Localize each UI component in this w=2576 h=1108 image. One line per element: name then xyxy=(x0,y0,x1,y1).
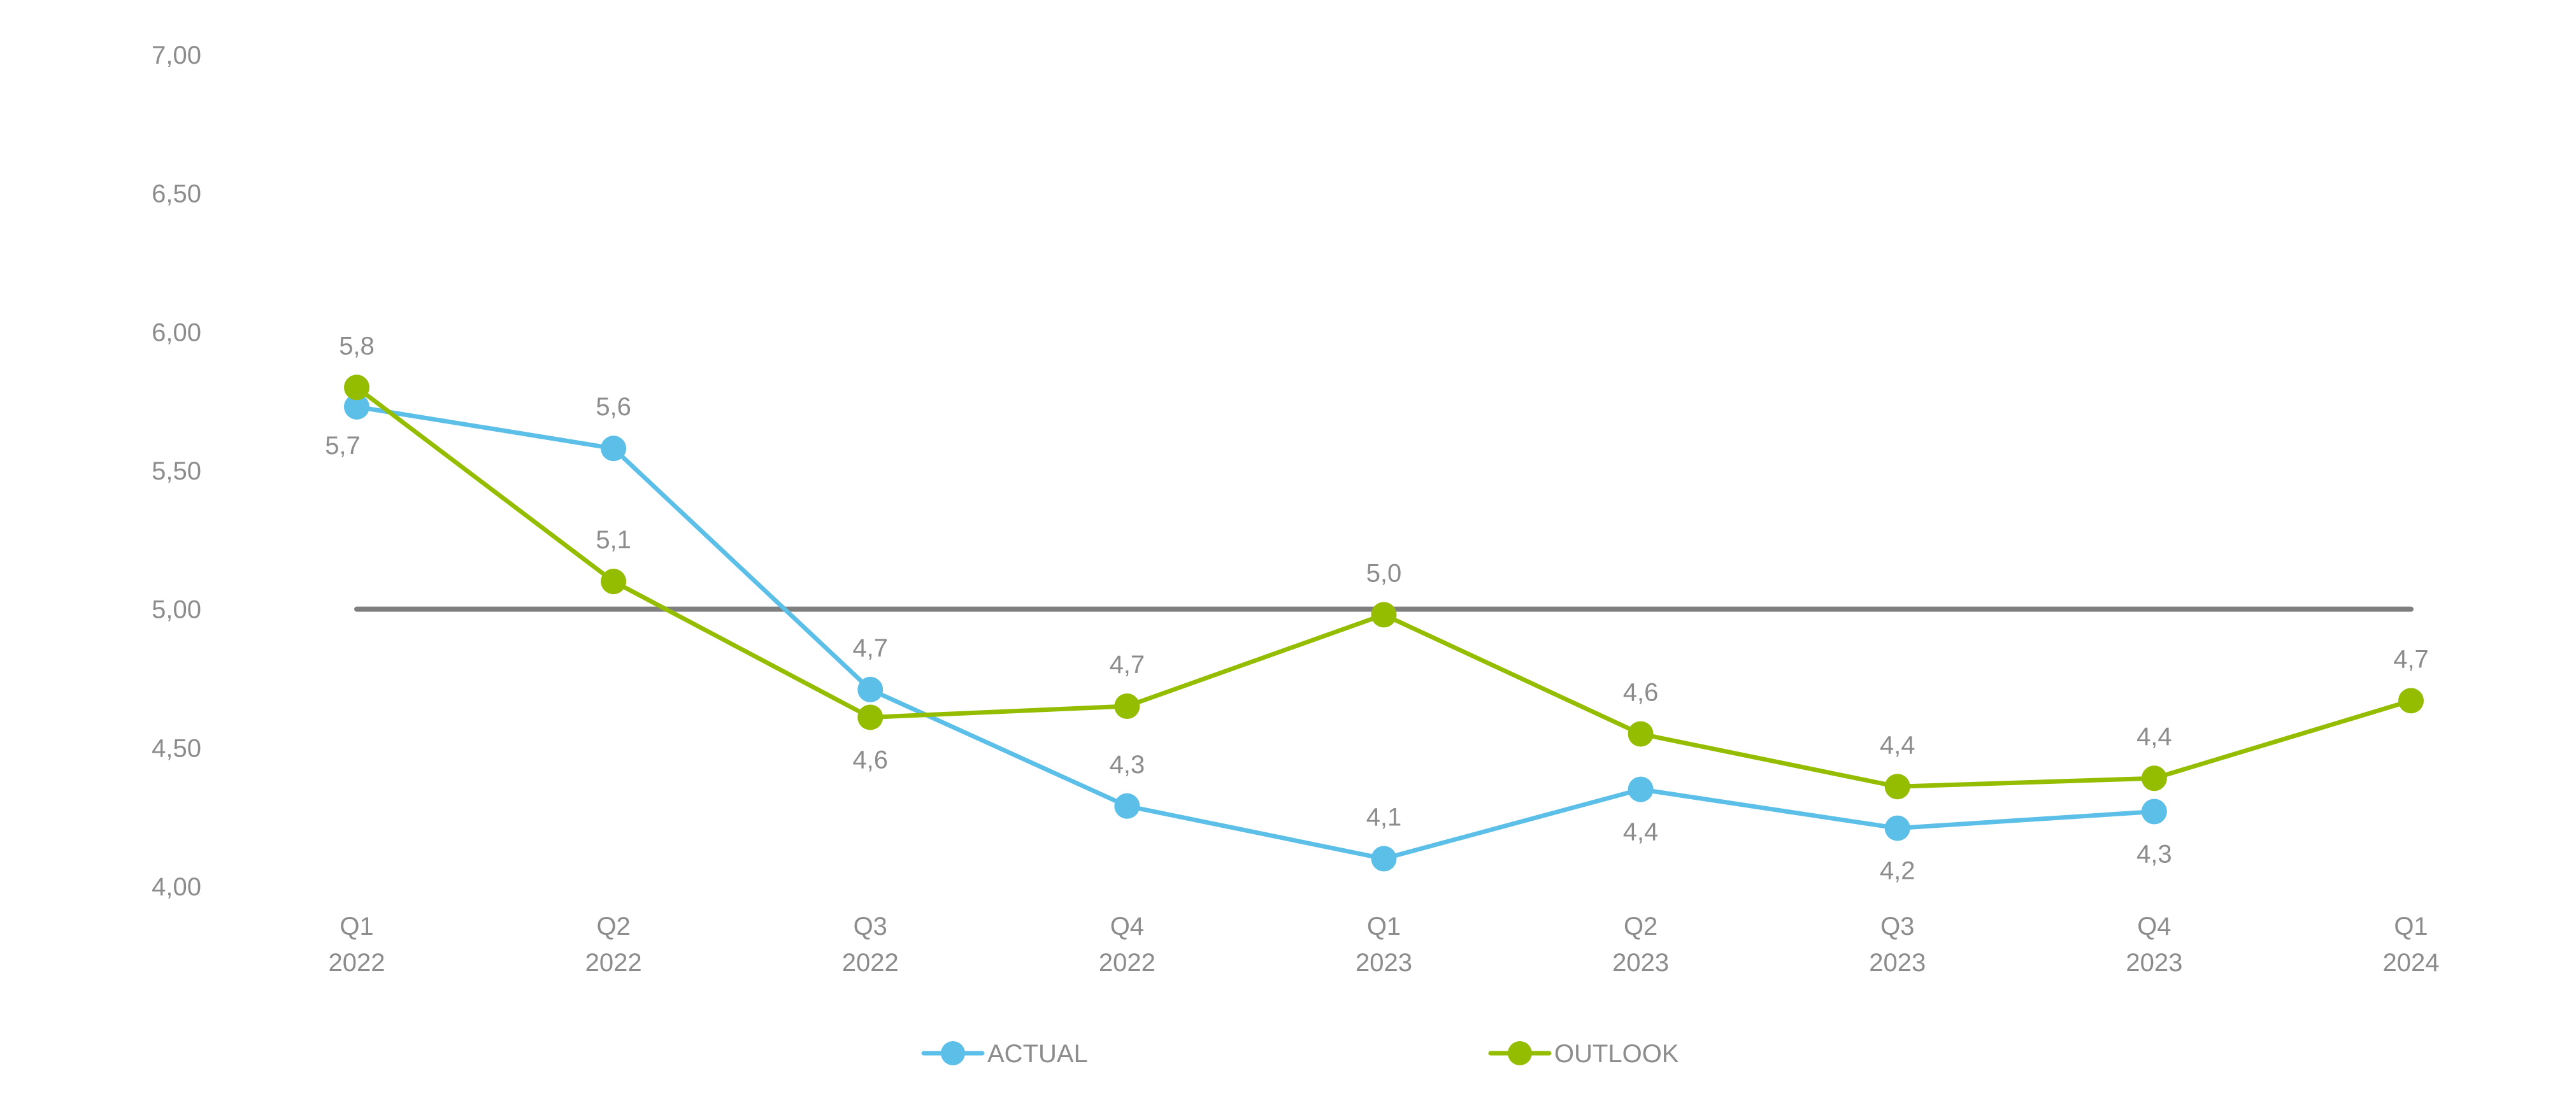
x-tick-quarter: Q2 xyxy=(1624,913,1657,941)
legend-marker-icon xyxy=(1508,1041,1532,1065)
data-point-marker[interactable] xyxy=(601,569,627,595)
x-tick-quarter: Q4 xyxy=(1110,913,1144,941)
y-tick-label: 6,00 xyxy=(152,318,201,346)
y-tick-label: 4,50 xyxy=(152,734,201,762)
legend-item-outlook[interactable]: OUTLOOK xyxy=(1488,1040,1679,1068)
data-label: 4,1 xyxy=(1366,803,1402,831)
data-label: 4,2 xyxy=(1880,857,1915,885)
y-tick-label: 6,50 xyxy=(152,180,201,208)
legend-item-actual[interactable]: ACTUAL xyxy=(921,1040,1088,1068)
data-point-marker[interactable] xyxy=(344,394,369,420)
x-tick-year: 2024 xyxy=(2383,949,2440,977)
data-label: 5,1 xyxy=(596,526,631,554)
x-tick-quarter: Q3 xyxy=(854,913,887,941)
data-label: 4,7 xyxy=(1110,651,1145,679)
x-tick-year: 2022 xyxy=(329,949,385,977)
data-label: 4,6 xyxy=(1623,679,1659,707)
y-axis: 7,00 6,50 6,00 5,50 5,00 4,50 4,00 xyxy=(152,41,201,901)
x-tick-year: 2022 xyxy=(842,949,899,977)
y-tick-label: 5,00 xyxy=(152,596,201,624)
data-label: 4,7 xyxy=(2393,645,2429,673)
y-tick-label: 5,50 xyxy=(152,457,201,485)
data-point-marker[interactable] xyxy=(1114,793,1140,819)
data-label: 5,6 xyxy=(596,393,631,421)
x-tick-quarter: Q1 xyxy=(340,913,373,941)
data-point-marker[interactable] xyxy=(1628,721,1654,747)
legend-label: ACTUAL xyxy=(987,1040,1088,1068)
data-point-marker[interactable] xyxy=(1884,774,1910,800)
data-point-marker[interactable] xyxy=(1628,776,1654,802)
data-point-marker[interactable] xyxy=(857,676,884,702)
data-label: 5,7 xyxy=(325,432,361,460)
legend-marker-icon xyxy=(941,1041,965,1065)
series-outlook xyxy=(344,374,2424,800)
data-point-marker[interactable] xyxy=(344,374,369,401)
data-point-marker[interactable] xyxy=(601,436,627,462)
data-point-marker[interactable] xyxy=(1114,693,1140,720)
series-line xyxy=(356,404,2155,861)
x-tick-quarter: Q4 xyxy=(2137,913,2171,941)
data-label: 4,4 xyxy=(2136,723,2172,751)
data-point-marker[interactable] xyxy=(1371,602,1397,628)
x-tick-year: 2023 xyxy=(2126,949,2182,977)
data-label: 5,0 xyxy=(1366,559,1402,587)
series-actual xyxy=(344,394,2167,872)
series-layer xyxy=(344,374,2424,872)
x-axis: Q1 2022 Q2 2022 Q3 2022 Q4 2022 Q1 2023 Q2 2023 Q3 20… xyxy=(329,913,2440,977)
x-tick-quarter: Q2 xyxy=(596,913,630,941)
data-label: 4,3 xyxy=(1110,751,1145,779)
data-point-marker[interactable] xyxy=(1371,846,1397,872)
x-tick-quarter: Q3 xyxy=(1880,913,1914,941)
x-tick-year: 2023 xyxy=(1356,949,1412,977)
data-point-marker[interactable] xyxy=(1884,815,1910,841)
y-tick-label: 7,00 xyxy=(152,41,201,69)
data-label: 4,4 xyxy=(1623,818,1659,846)
data-labels: 5,7 5,6 4,7 4,3 4,1 4,4 4,2 4,3 5,8 5,1 4,6 4,7 5,0 4… xyxy=(325,332,2429,884)
data-point-marker[interactable] xyxy=(2398,688,2424,714)
data-point-marker[interactable] xyxy=(2141,799,2167,825)
data-label: 4,6 xyxy=(852,746,888,774)
x-tick-quarter: Q1 xyxy=(2394,913,2428,941)
legend: ACTUAL OUTLOOK xyxy=(921,1040,1679,1068)
data-label: 4,7 xyxy=(852,634,888,662)
x-tick-year: 2023 xyxy=(1612,949,1669,977)
x-tick-year: 2022 xyxy=(1099,949,1156,977)
x-tick-quarter: Q1 xyxy=(1367,913,1401,941)
data-point-marker[interactable] xyxy=(857,704,884,730)
x-tick-year: 2022 xyxy=(585,949,642,977)
data-label: 4,3 xyxy=(2136,840,2172,868)
data-point-marker[interactable] xyxy=(2141,765,2167,792)
x-tick-year: 2023 xyxy=(1869,949,1926,977)
legend-label: OUTLOOK xyxy=(1554,1040,1679,1068)
data-label: 4,4 xyxy=(1880,731,1915,759)
y-tick-label: 4,00 xyxy=(152,873,201,901)
data-label: 5,8 xyxy=(339,332,375,360)
